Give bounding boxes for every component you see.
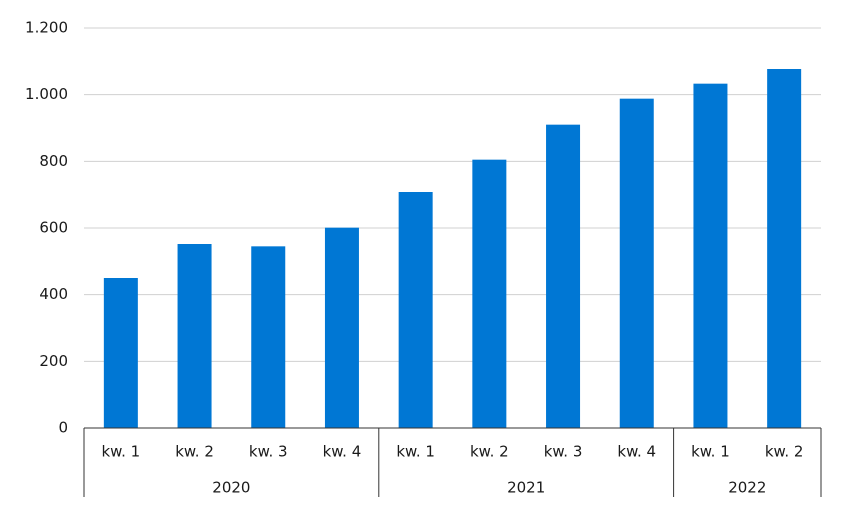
y-tick-label: 600 bbox=[39, 219, 68, 237]
y-tick-label: 1.200 bbox=[25, 19, 68, 37]
x-tick-label: kw. 3 bbox=[249, 443, 288, 461]
group-label: 2022 bbox=[728, 479, 766, 497]
x-tick-label: kw. 2 bbox=[765, 443, 804, 461]
y-tick-label: 400 bbox=[39, 285, 68, 303]
bar bbox=[324, 227, 359, 428]
x-tick-label: kw. 1 bbox=[691, 443, 730, 461]
bar bbox=[546, 124, 581, 429]
y-tick-label: 1.000 bbox=[25, 85, 68, 103]
group-label: 2021 bbox=[507, 479, 545, 497]
x-tick-label: kw. 2 bbox=[175, 443, 214, 461]
x-tick-label: kw. 2 bbox=[470, 443, 509, 461]
x-tick-label: kw. 3 bbox=[544, 443, 583, 461]
y-tick-label: 0 bbox=[58, 419, 68, 437]
bar bbox=[177, 244, 212, 428]
bar bbox=[398, 192, 433, 428]
x-tick-label: kw. 4 bbox=[323, 443, 362, 461]
bar bbox=[693, 83, 728, 429]
bar bbox=[767, 69, 802, 428]
y-tick-label: 800 bbox=[39, 152, 68, 170]
y-tick-label: 200 bbox=[39, 352, 68, 370]
bar bbox=[619, 98, 654, 429]
x-tick-label: kw. 4 bbox=[617, 443, 656, 461]
group-label: 2020 bbox=[212, 479, 250, 497]
bar bbox=[103, 278, 138, 428]
x-tick-label: kw. 1 bbox=[102, 443, 141, 461]
x-tick-label: kw. 1 bbox=[396, 443, 435, 461]
bar bbox=[251, 246, 286, 428]
bar bbox=[472, 159, 507, 428]
